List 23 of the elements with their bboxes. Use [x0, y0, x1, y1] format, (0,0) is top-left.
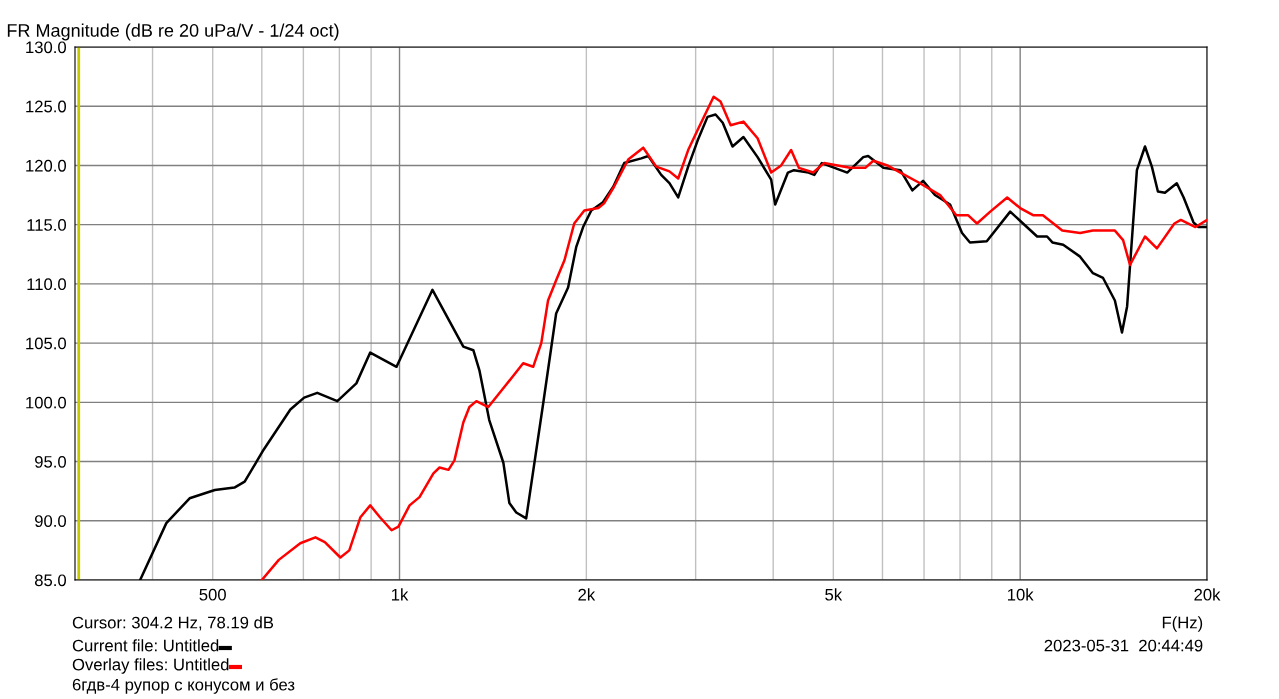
text: Cursor: 304.2 Hz, 78.19 dB: [72, 616, 274, 631]
text: 2023-05-31 20:44:49: [1044, 639, 1203, 652]
chart-title: FR Magnitude (dB re 20 uPa/V - 1/24 oct): [7, 23, 339, 41]
y-tick-label: 90.0: [35, 515, 67, 527]
x-tick-label: 10k: [1008, 588, 1034, 601]
text: 6гдв-4 рупор с конусом и без: [72, 678, 295, 694]
x-tick-label: 500: [199, 588, 226, 601]
legend-label: Overlay files: Untitled: [72, 658, 229, 674]
x-axis-title: F(Hz): [1162, 616, 1203, 632]
y-tick-label: 125.0: [26, 100, 67, 113]
y-tick-label: 120.0: [26, 159, 67, 172]
x-tick-label: 1k: [391, 588, 409, 601]
legend-label: Current file: Untitled: [72, 639, 219, 652]
y-tick-label: 110.0: [27, 278, 67, 291]
y-tick-label: 100.0: [26, 396, 67, 409]
y-tick-label: 105.0: [26, 337, 67, 350]
y-tick-label: 95.0: [35, 455, 67, 468]
y-tick-label: 115.0: [27, 219, 67, 231]
x-tick-label: 5k: [825, 588, 843, 601]
y-tick-label: 85.0: [34, 574, 67, 587]
x-tick-label: 2k: [578, 588, 596, 601]
y-tick-label: 130.0: [26, 41, 67, 54]
x-tick-label: 20k: [1194, 588, 1221, 601]
